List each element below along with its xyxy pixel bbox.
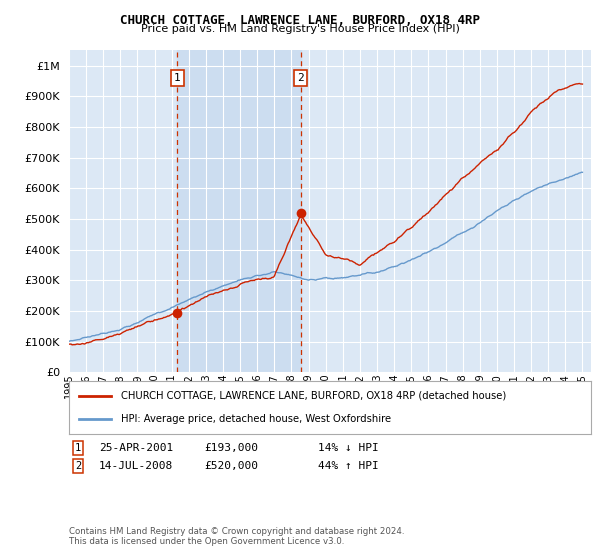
Text: £520,000: £520,000 <box>204 461 258 471</box>
Text: CHURCH COTTAGE, LAWRENCE LANE, BURFORD, OX18 4RP (detached house): CHURCH COTTAGE, LAWRENCE LANE, BURFORD, … <box>121 391 506 401</box>
Text: 2: 2 <box>75 461 81 471</box>
Text: 44% ↑ HPI: 44% ↑ HPI <box>318 461 379 471</box>
Text: 2: 2 <box>298 73 304 83</box>
Text: 25-APR-2001: 25-APR-2001 <box>99 443 173 453</box>
Text: 1: 1 <box>174 73 181 83</box>
Text: Price paid vs. HM Land Registry's House Price Index (HPI): Price paid vs. HM Land Registry's House … <box>140 24 460 34</box>
Text: Contains HM Land Registry data © Crown copyright and database right 2024.
This d: Contains HM Land Registry data © Crown c… <box>69 526 404 546</box>
Text: 14-JUL-2008: 14-JUL-2008 <box>99 461 173 471</box>
Text: HPI: Average price, detached house, West Oxfordshire: HPI: Average price, detached house, West… <box>121 414 391 424</box>
Text: 14% ↓ HPI: 14% ↓ HPI <box>318 443 379 453</box>
Text: CHURCH COTTAGE, LAWRENCE LANE, BURFORD, OX18 4RP: CHURCH COTTAGE, LAWRENCE LANE, BURFORD, … <box>120 14 480 27</box>
Bar <box>177 50 301 372</box>
Text: 1: 1 <box>75 443 81 453</box>
Text: £193,000: £193,000 <box>204 443 258 453</box>
